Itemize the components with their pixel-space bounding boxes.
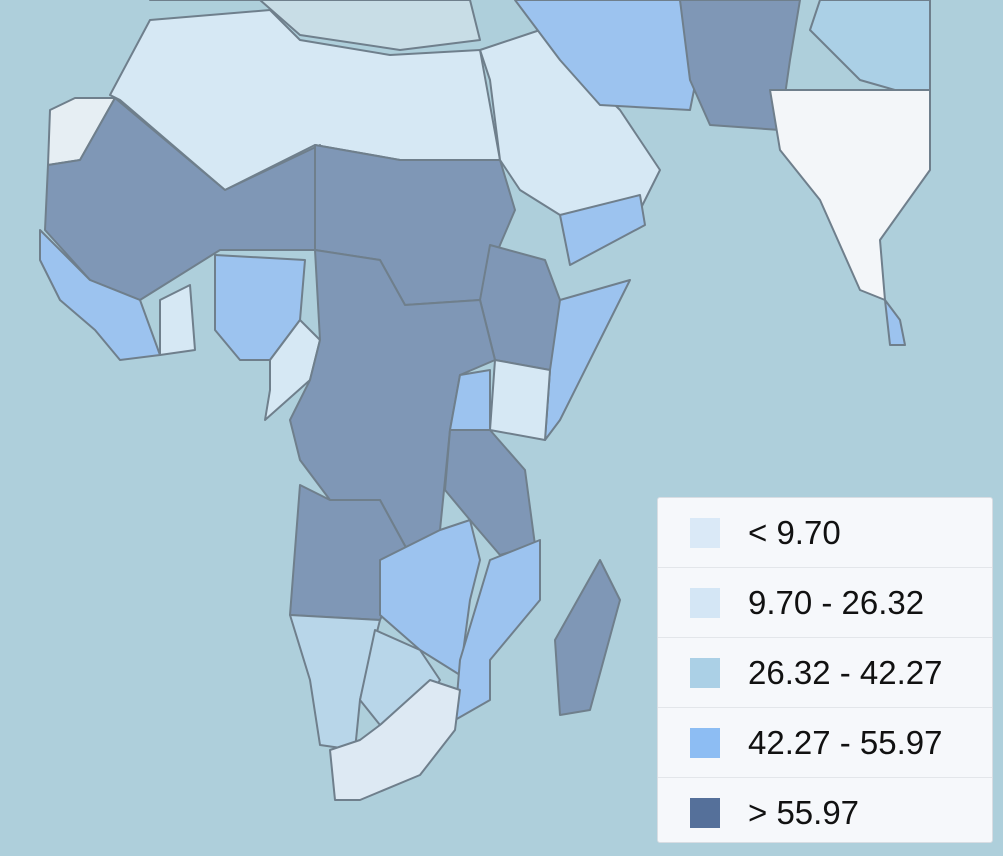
legend-label: < 9.70 bbox=[748, 513, 841, 551]
legend-label: 26.32 - 42.27 bbox=[748, 653, 943, 691]
region bbox=[149, 0, 481, 51]
legend-label: 9.70 - 26.32 bbox=[748, 583, 925, 621]
legend-item[interactable]: > 55.97 bbox=[658, 778, 992, 847]
region bbox=[884, 299, 906, 346]
region bbox=[514, 0, 701, 111]
legend-swatch bbox=[690, 517, 720, 548]
legend-item[interactable]: 26.32 - 42.27 bbox=[658, 638, 992, 708]
region bbox=[379, 519, 481, 676]
legend-swatch bbox=[690, 727, 720, 758]
region bbox=[809, 0, 931, 101]
legend-swatch bbox=[690, 797, 720, 828]
legend-item[interactable]: 42.27 - 55.97 bbox=[658, 708, 992, 778]
region bbox=[554, 559, 621, 716]
region bbox=[159, 284, 196, 356]
legend-item[interactable]: < 9.70 bbox=[658, 498, 992, 568]
legend: < 9.70 9.70 - 26.32 26.32 - 42.27 42.27 - 5… bbox=[657, 497, 993, 843]
region bbox=[769, 89, 931, 301]
region bbox=[329, 679, 461, 801]
legend-label: > 55.97 bbox=[748, 793, 860, 831]
region bbox=[39, 229, 161, 361]
region bbox=[454, 539, 541, 721]
legend-label: 42.27 - 55.97 bbox=[748, 723, 943, 761]
region bbox=[489, 359, 551, 441]
legend-item[interactable]: 9.70 - 26.32 bbox=[658, 568, 992, 638]
legend-swatch bbox=[690, 587, 720, 618]
region bbox=[559, 194, 646, 266]
legend-swatch bbox=[690, 657, 720, 688]
